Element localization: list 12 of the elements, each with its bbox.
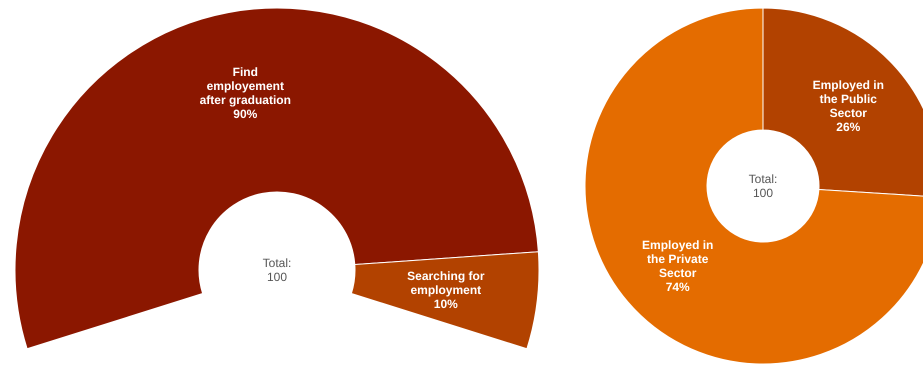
data-label: 10% bbox=[434, 296, 458, 311]
slice-label: Employed in the Public Sector bbox=[812, 78, 884, 120]
text: 100 bbox=[266, 270, 288, 284]
text: Total: bbox=[748, 172, 778, 186]
data-label: 74% bbox=[666, 280, 690, 294]
slice-label: Searching for employment bbox=[407, 268, 485, 297]
text: 100 bbox=[752, 186, 774, 200]
slice-label: Find employement after graduation bbox=[200, 64, 291, 107]
data-label: 26% bbox=[836, 120, 861, 134]
data-label: 90% bbox=[233, 106, 258, 121]
text: Total: bbox=[262, 256, 292, 270]
slice-label: Employed in the Private Sector bbox=[642, 238, 714, 280]
